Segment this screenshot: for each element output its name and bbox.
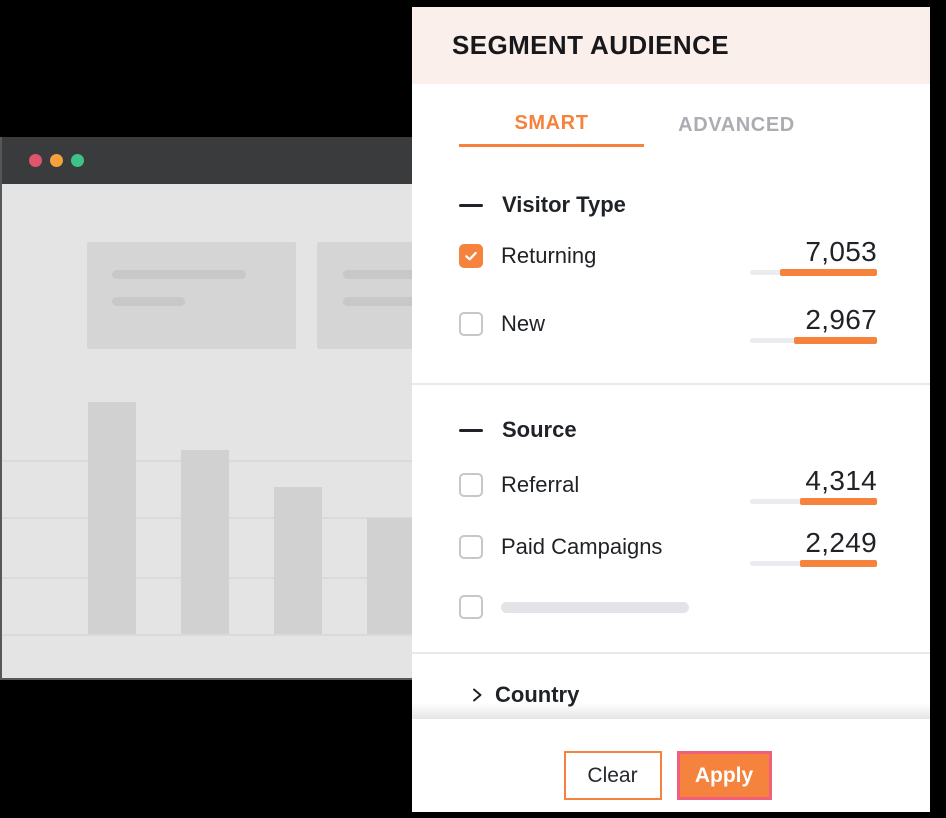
skeleton-chart-bar — [274, 487, 322, 634]
collapse-minus-icon — [459, 428, 483, 432]
filter-metric: 7,053 — [750, 236, 877, 276]
filter-row-new: New 2,967 — [459, 302, 877, 346]
zoom-dot-icon[interactable] — [71, 154, 84, 167]
section-header-country[interactable]: Country — [459, 680, 579, 710]
value-bar — [750, 498, 877, 505]
panel-footer: Clear Apply — [412, 703, 930, 812]
filter-count: 7,053 — [805, 236, 877, 267]
value-bar-fill — [780, 269, 877, 276]
close-dot-icon[interactable] — [29, 154, 42, 167]
skeleton-text-line — [112, 297, 185, 306]
section-header-visitor-type[interactable]: Visitor Type — [459, 190, 626, 220]
chart-gridline — [2, 577, 500, 579]
filter-label: Referral — [501, 472, 580, 497]
tab-advanced[interactable]: ADVANCED — [678, 113, 795, 136]
value-bar — [750, 560, 877, 567]
filter-label: Returning — [501, 243, 597, 268]
section-header-source[interactable]: Source — [459, 415, 577, 445]
panel-title: SEGMENT AUDIENCE — [452, 30, 730, 60]
filter-count: 2,967 — [805, 304, 877, 335]
filter-metric: 2,967 — [750, 304, 877, 344]
section-title: Source — [502, 417, 577, 442]
segment-audience-panel: SEGMENT AUDIENCE SMART ADVANCED Visitor … — [412, 7, 930, 812]
section-divider — [412, 652, 930, 654]
minimize-dot-icon[interactable] — [50, 154, 63, 167]
skeleton-chart-bar — [88, 402, 136, 634]
skeleton-label-pill — [501, 601, 689, 613]
section-title: Country — [495, 682, 580, 707]
filter-row-paid-campaigns: Paid Campaigns 2,249 — [459, 525, 877, 569]
filter-row-referral: Referral 4,314 — [459, 463, 877, 507]
skeleton-chart-bar — [367, 518, 415, 634]
filter-count: 2,249 — [805, 527, 877, 558]
filter-label: New — [501, 311, 546, 336]
filter-row-returning: Returning 7,053 — [459, 234, 877, 278]
checkbox-placeholder[interactable] — [459, 595, 483, 619]
value-bar — [750, 337, 877, 344]
value-bar-fill — [799, 498, 877, 505]
filter-metric: 4,314 — [750, 465, 877, 505]
tab-smart[interactable]: SMART — [459, 103, 644, 147]
checkbox-new[interactable] — [459, 312, 483, 336]
checkbox-referral[interactable] — [459, 473, 483, 497]
checkbox-returning[interactable] — [459, 244, 483, 268]
filter-label: Paid Campaigns — [501, 534, 663, 559]
chevron-right-icon — [473, 688, 482, 702]
filter-metric: 2,249 — [750, 527, 877, 567]
skeleton-text-line — [343, 297, 477, 306]
section-title: Visitor Type — [502, 192, 626, 217]
clear-button[interactable]: Clear — [563, 751, 662, 800]
apply-button[interactable]: Apply — [676, 751, 772, 800]
panel-header: SEGMENT AUDIENCE — [412, 7, 930, 84]
skeleton-text-line — [112, 270, 246, 279]
filter-count: 4,314 — [805, 465, 877, 496]
value-bar-fill — [794, 337, 877, 344]
chart-baseline — [2, 634, 500, 636]
section-divider — [412, 383, 930, 385]
value-bar — [750, 269, 877, 276]
skeleton-card — [87, 242, 296, 349]
chart-gridline — [2, 460, 500, 462]
checkmark-icon — [465, 251, 477, 261]
skeleton-text-line — [343, 270, 477, 279]
collapse-minus-icon — [459, 203, 483, 207]
checkbox-paid-campaigns[interactable] — [459, 535, 483, 559]
filter-row-placeholder — [459, 585, 877, 629]
skeleton-chart-bar — [181, 450, 229, 634]
chart-gridline — [2, 517, 500, 519]
value-bar-fill — [799, 560, 877, 567]
